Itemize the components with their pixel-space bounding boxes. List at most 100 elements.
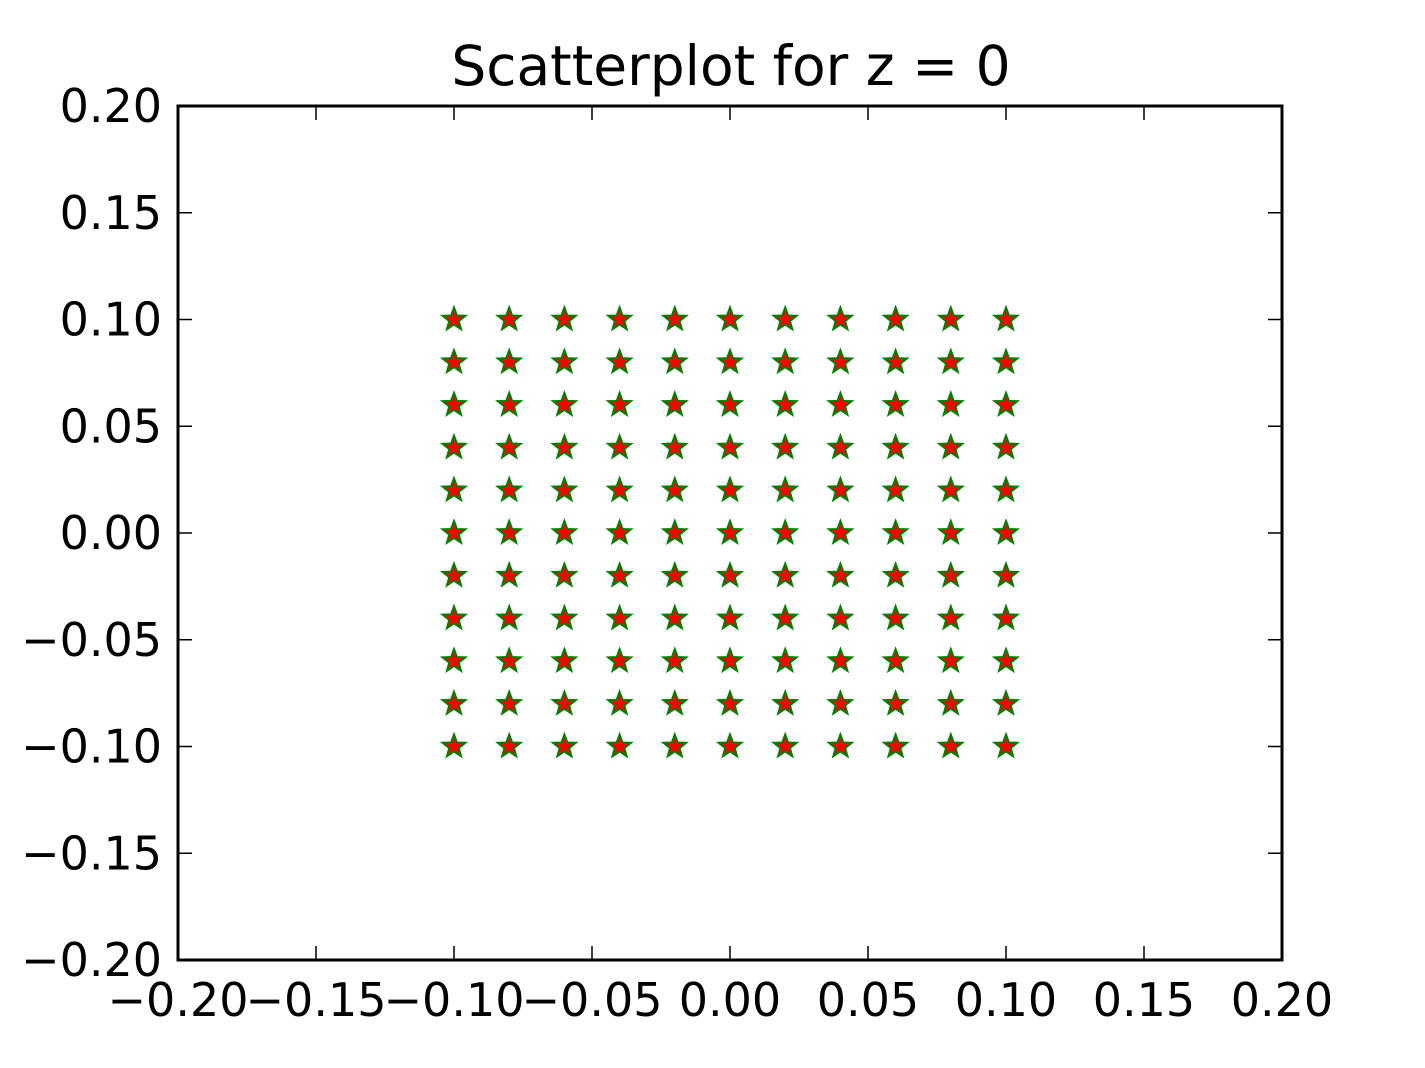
data-point — [550, 432, 579, 460]
data-point — [936, 731, 965, 759]
data-point — [550, 646, 579, 674]
data-point — [936, 560, 965, 588]
data-point — [715, 688, 745, 716]
data-point — [826, 518, 855, 546]
data-point — [991, 646, 1021, 674]
data-point — [881, 731, 910, 759]
y-tick-label: 0.05 — [60, 399, 162, 453]
data-point — [881, 304, 910, 332]
data-point — [936, 432, 965, 460]
data-point — [660, 646, 689, 674]
data-point — [439, 646, 469, 674]
y-tick-label: 0.10 — [60, 293, 162, 347]
x-tick-label: −0.05 — [522, 973, 663, 1027]
x-tick-label: 0.20 — [1231, 973, 1333, 1027]
data-point — [605, 390, 634, 417]
data-point — [991, 688, 1021, 716]
data-point — [550, 603, 579, 631]
data-point — [715, 518, 745, 546]
data-point — [605, 518, 634, 546]
x-tick-label: 0.05 — [817, 973, 919, 1027]
data-point — [826, 603, 855, 631]
data-point — [605, 603, 634, 631]
data-point — [771, 475, 800, 503]
data-point — [991, 475, 1021, 503]
data-point — [715, 432, 745, 460]
x-tick-label: −0.10 — [384, 973, 525, 1027]
plot-area-frame — [176, 104, 1284, 962]
data-point — [715, 731, 745, 759]
data-point — [495, 304, 524, 332]
data-point — [715, 475, 745, 503]
data-point — [495, 688, 524, 716]
data-point — [439, 475, 469, 503]
y-tick-label: 0.15 — [60, 186, 162, 240]
data-point — [991, 304, 1021, 332]
data-point — [881, 646, 910, 674]
data-point — [991, 731, 1021, 759]
data-point — [439, 304, 469, 332]
y-tick-label: −0.20 — [21, 933, 162, 987]
data-point — [660, 432, 689, 460]
data-point — [495, 432, 524, 460]
data-point — [550, 304, 579, 332]
x-tick-label: 0.00 — [679, 973, 781, 1027]
data-point — [771, 347, 800, 375]
data-point — [495, 731, 524, 759]
data-point — [881, 688, 910, 716]
data-point — [660, 304, 689, 332]
y-tick-label: −0.05 — [21, 613, 162, 667]
data-point — [881, 560, 910, 588]
data-point — [605, 731, 634, 759]
data-point — [660, 347, 689, 375]
data-point — [826, 390, 855, 417]
data-point — [439, 518, 469, 546]
data-point — [495, 347, 524, 375]
data-point — [550, 347, 579, 375]
data-point — [881, 518, 910, 546]
data-point — [936, 475, 965, 503]
y-tick-label: −0.15 — [21, 826, 162, 880]
data-point — [660, 475, 689, 503]
data-point — [936, 688, 965, 716]
data-point — [605, 475, 634, 503]
data-point — [936, 347, 965, 375]
data-point — [715, 646, 745, 674]
data-point — [771, 390, 800, 417]
data-point — [826, 347, 855, 375]
data-point — [881, 432, 910, 460]
y-tick-label: 0.20 — [60, 79, 162, 133]
data-point — [715, 390, 745, 417]
x-tick-label: 0.15 — [1093, 973, 1195, 1027]
x-tick-label: 0.10 — [955, 973, 1057, 1027]
data-point — [495, 560, 524, 588]
data-point — [826, 432, 855, 460]
data-point — [936, 518, 965, 546]
data-point — [771, 560, 800, 588]
data-point — [771, 603, 800, 631]
data-point — [771, 731, 800, 759]
data-point — [660, 390, 689, 417]
data-point — [936, 603, 965, 631]
data-point — [936, 390, 965, 417]
data-point — [660, 560, 689, 588]
x-tick-label: −0.20 — [108, 973, 249, 1027]
data-point — [550, 688, 579, 716]
data-point — [715, 603, 745, 631]
data-point — [991, 560, 1021, 588]
data-point — [495, 603, 524, 631]
data-point — [826, 731, 855, 759]
data-point — [439, 432, 469, 460]
data-point — [550, 390, 579, 417]
data-point — [605, 347, 634, 375]
data-point — [991, 603, 1021, 631]
data-point — [605, 432, 634, 460]
data-point — [881, 475, 910, 503]
data-point — [826, 475, 855, 503]
data-point — [605, 646, 634, 674]
data-point — [495, 646, 524, 674]
data-point — [771, 518, 800, 546]
data-point — [605, 304, 634, 332]
data-points — [439, 304, 1021, 759]
